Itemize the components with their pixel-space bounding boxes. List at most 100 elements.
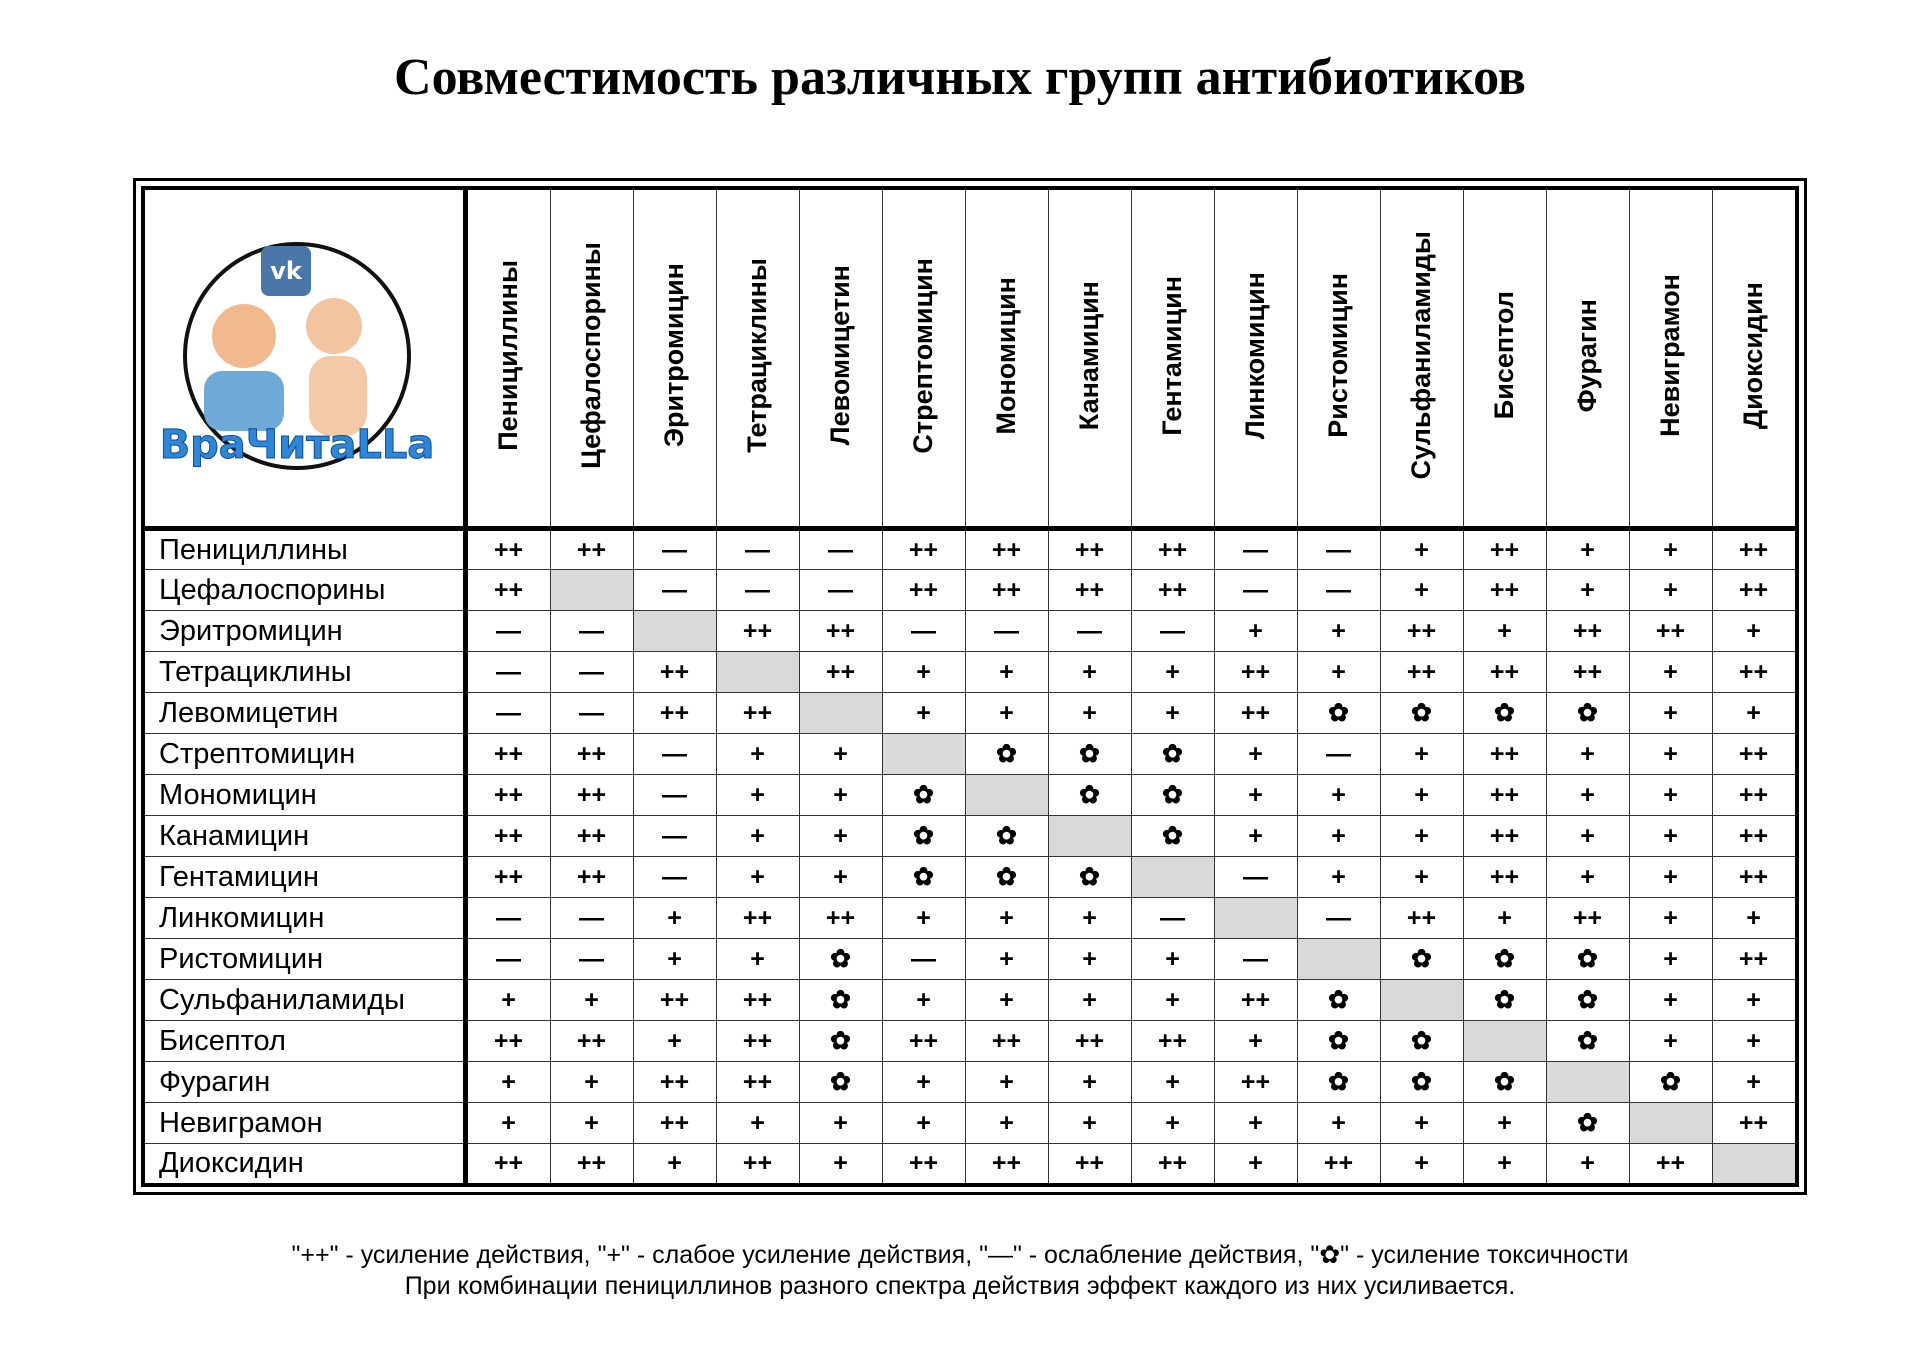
cell: ++ (1130, 1020, 1215, 1062)
logo-cell: vk ВраЧитаLLa (142, 187, 468, 531)
cell: — (1047, 610, 1132, 652)
cell: ++ (1379, 610, 1464, 652)
cell: + (1628, 692, 1713, 734)
cell: + (1462, 610, 1547, 652)
title: Совместимость различных групп антибиотик… (394, 49, 1526, 106)
cell: + (1213, 1102, 1298, 1144)
vk-badge (260, 245, 311, 296)
cell: ++ (549, 733, 634, 775)
cell: ✿ (1296, 1020, 1381, 1062)
figure (305, 297, 362, 354)
cell: + (1628, 528, 1713, 570)
cell: + (881, 897, 966, 939)
column-header: Диоксидин (1711, 187, 1797, 531)
cell: ++ (715, 979, 800, 1021)
cell: — (632, 815, 717, 857)
cell: ✿ (1379, 1061, 1464, 1103)
cell: ++ (715, 692, 800, 734)
cell: + (715, 1102, 800, 1144)
cell: + (798, 1143, 883, 1185)
cell: ++ (798, 897, 883, 939)
cell: + (549, 1102, 634, 1144)
cell: + (1047, 897, 1132, 939)
cell: ✿ (964, 856, 1049, 898)
cell: + (1545, 1143, 1630, 1185)
table-row: Невиграмон + + ++ + + + + + + + + + + ✿ ++ (142, 1102, 1797, 1144)
cell: — (798, 528, 883, 570)
table-row: Линкомицин — — + ++ ++ + + + — — ++ + ++ + + (142, 897, 1797, 939)
row-header: Бисептол (142, 1020, 468, 1062)
cell: + (1379, 856, 1464, 898)
empty-cell (1545, 1061, 1630, 1103)
cell: + (1711, 897, 1797, 939)
cell: + (1296, 610, 1381, 652)
row-header: Диоксидин (142, 1143, 468, 1185)
cell: + (1047, 938, 1132, 980)
cell: ++ (715, 1020, 800, 1062)
column-header: Пенициллины (464, 187, 551, 531)
cell: + (1545, 856, 1630, 898)
cell: ✿ (964, 815, 1049, 857)
cell: + (1379, 774, 1464, 816)
cell: — (1213, 569, 1298, 611)
cell: + (1628, 856, 1713, 898)
compatibility-table: vk ВраЧитаLLa Пенициллины Цефалоспорины Эр… (141, 186, 1799, 1187)
cell: ✿ (1296, 979, 1381, 1021)
cell: ✿ (1462, 692, 1547, 734)
vk-text: vk (270, 257, 303, 285)
cell: + (964, 692, 1049, 734)
cell: + (1711, 610, 1797, 652)
cell: + (798, 733, 883, 775)
cell: + (1047, 979, 1132, 1021)
row-header: Пенициллины (142, 528, 468, 570)
row-header: Канамицин (142, 815, 468, 857)
cell: ++ (964, 528, 1049, 570)
column-header: Бисептол (1462, 187, 1547, 531)
cell: + (715, 733, 800, 775)
cell: ++ (1462, 733, 1547, 775)
cell: ++ (1130, 569, 1215, 611)
cell: ++ (1462, 569, 1547, 611)
empty-cell (1379, 979, 1464, 1021)
cell: ✿ (1379, 692, 1464, 734)
cell: — (1130, 897, 1215, 939)
cell: ✿ (1130, 815, 1215, 857)
cell: + (1130, 651, 1215, 693)
column-header: Мономицин (964, 187, 1049, 531)
cell: + (715, 856, 800, 898)
cell: ✿ (1545, 692, 1630, 734)
empty-cell (1628, 1102, 1713, 1144)
empty-cell (881, 733, 966, 775)
cell: ++ (464, 856, 551, 898)
cell: — (549, 897, 634, 939)
cell: — (964, 610, 1049, 652)
cell: ✿ (1462, 1061, 1547, 1103)
cell: + (1628, 774, 1713, 816)
cell: ++ (881, 528, 966, 570)
cell: ++ (1379, 897, 1464, 939)
cell: + (1711, 692, 1797, 734)
cell: + (1379, 733, 1464, 775)
cell: ++ (1047, 1020, 1132, 1062)
figure (203, 370, 284, 431)
cell: ++ (1213, 692, 1298, 734)
cell: ✿ (1047, 856, 1132, 898)
cell: + (1296, 815, 1381, 857)
column-header-text: Канамицин (1074, 280, 1104, 431)
row-header: Невиграмон (142, 1102, 468, 1144)
cell: + (464, 979, 551, 1021)
cell: + (881, 1061, 966, 1103)
table-row: Фурагин + + ++ ++ ✿ + + + + ++ ✿ ✿ ✿ ✿ + (142, 1061, 1797, 1103)
cell: ++ (715, 1143, 800, 1185)
cell: ++ (964, 569, 1049, 611)
cell: ✿ (1047, 733, 1132, 775)
cell: + (964, 651, 1049, 693)
column-header: Тетрациклины (715, 187, 800, 531)
column-header-text: Фурагин (1572, 298, 1602, 413)
cell: + (964, 1102, 1049, 1144)
cell: ++ (1213, 651, 1298, 693)
cell: + (1462, 1102, 1547, 1144)
cell: ++ (1130, 528, 1215, 570)
cell: — (464, 692, 551, 734)
column-header-text: Тетрациклины (742, 258, 772, 453)
